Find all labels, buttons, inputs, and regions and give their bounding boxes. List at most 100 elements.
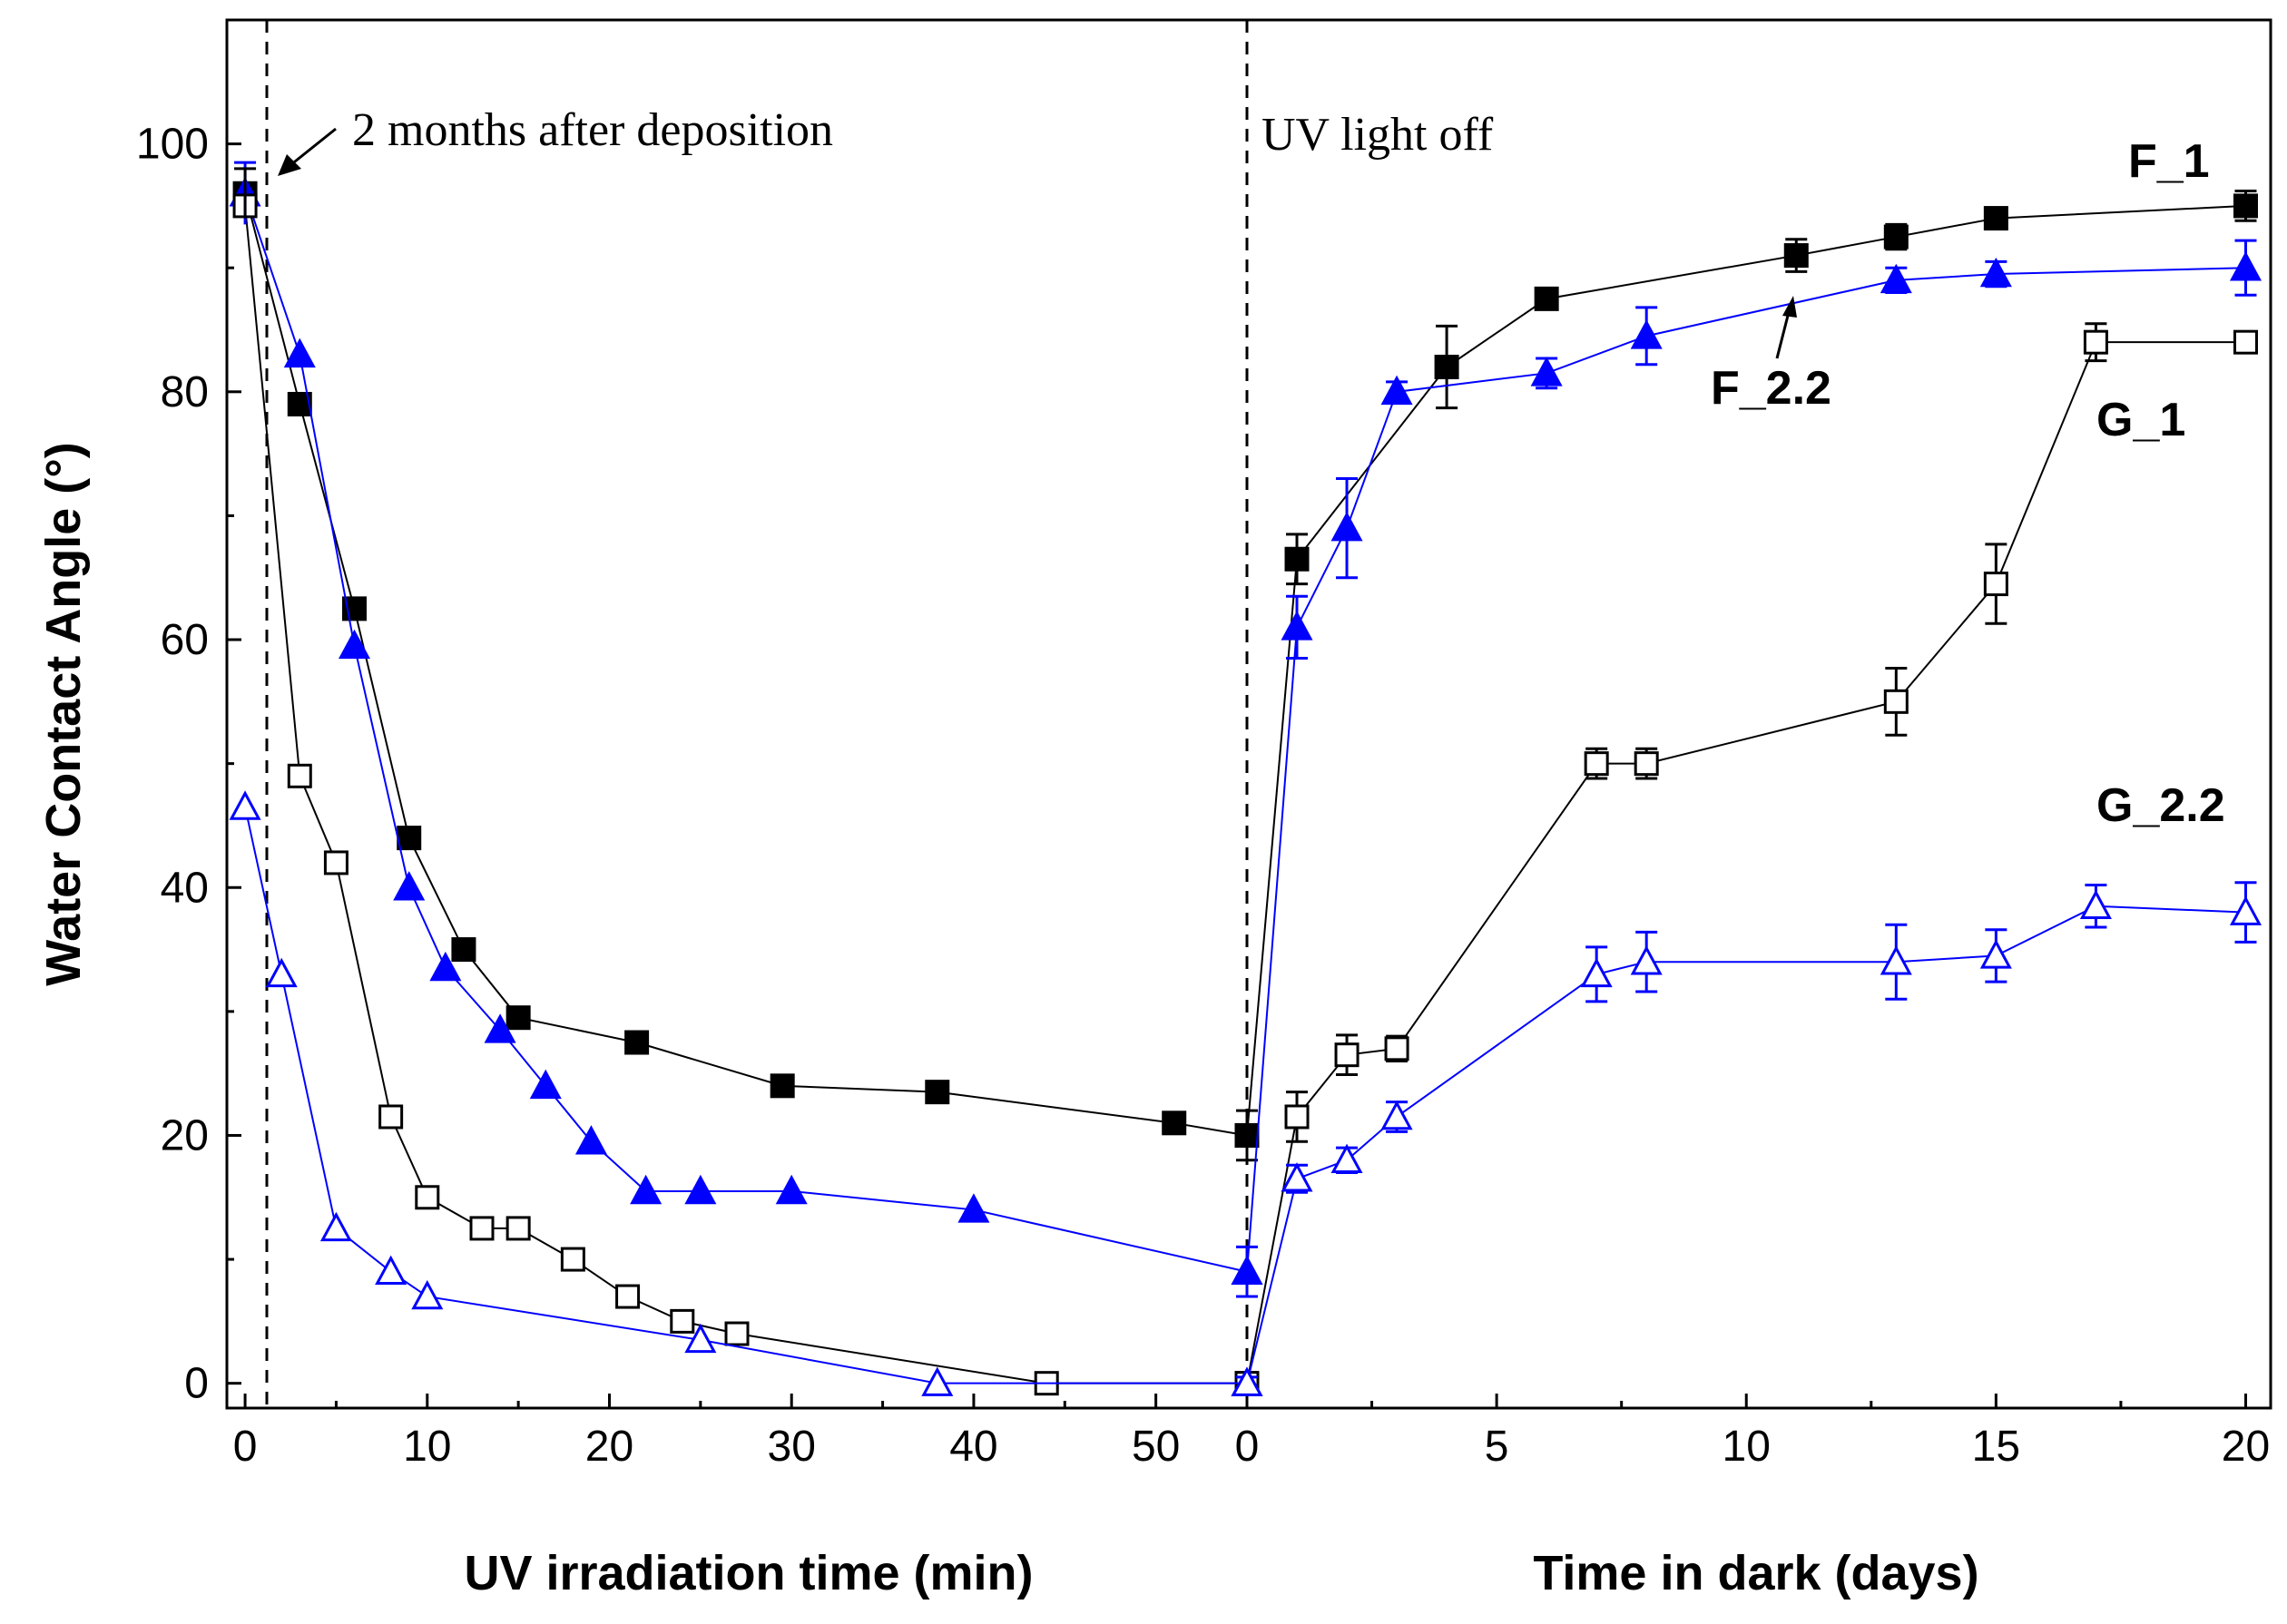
x-axis-title-uv: UV irradiation time (min) (464, 1546, 1033, 1600)
plot-frame (225, 18, 2272, 1410)
marker-F_2.2 (1231, 1255, 1263, 1285)
x-tick-label: 30 (768, 1423, 816, 1471)
marker-G_2.2 (265, 957, 298, 988)
marker-F_1 (451, 937, 476, 963)
marker-F_1 (1534, 286, 1559, 311)
marker-G_2.2 (1630, 945, 1663, 975)
x-tick-label: 0 (1235, 1423, 1260, 1471)
x-tick-label: 20 (585, 1423, 633, 1471)
marker-G_1 (2233, 329, 2258, 355)
marker-G_2.2 (1880, 945, 1912, 975)
marker-G_1 (615, 1284, 641, 1309)
marker-F_2.2 (957, 1193, 990, 1223)
marker-G_1 (1883, 689, 1909, 714)
marker-F_1 (1284, 546, 1310, 572)
marker-F_2.2 (684, 1174, 717, 1205)
marker-F_1 (1883, 224, 1909, 249)
marker-F_2.2 (429, 951, 462, 982)
marker-G_2.2 (2229, 895, 2262, 925)
marker-F_1 (925, 1080, 950, 1105)
marker-G_2.2 (1580, 957, 1613, 988)
marker-F_1 (2233, 193, 2258, 219)
tick-layer: 0 20 40 60 80 100 0 10 20 30 40 50 0 5 10 15 20 (136, 121, 2270, 1471)
line-dark-G_1 (1246, 341, 2246, 1384)
marker-G_2.2 (375, 1255, 407, 1285)
x-tick-label: 5 (1485, 1423, 1509, 1471)
marker-G_2.2 (921, 1366, 954, 1396)
marker-G_1 (1634, 751, 1659, 777)
marker-G_1 (505, 1216, 531, 1241)
marker-G_1 (560, 1247, 585, 1272)
marker-G_2.2 (1979, 939, 2012, 969)
marker-F_2.2 (1530, 357, 1563, 386)
marker-F_1 (1434, 355, 1459, 379)
marker-F_2.2 (1281, 611, 1313, 641)
marker-F_1 (1162, 1110, 1187, 1136)
marker-F_2.2 (630, 1174, 663, 1205)
annotation-deposition: 2 months after deposition (352, 104, 833, 156)
line-dark-G_2.2 (1246, 905, 2246, 1384)
x-tick-label: 10 (403, 1423, 451, 1471)
x-axis-title-dark: Time in dark (days) (1533, 1546, 1978, 1600)
marker-G_2.2 (1231, 1366, 1263, 1396)
initial-errorbars (234, 161, 257, 225)
marker-G_2.2 (684, 1323, 717, 1354)
marker-F_2.2 (574, 1125, 607, 1155)
marker-F_1 (1783, 243, 1809, 269)
x-tick-label: 0 (233, 1423, 258, 1471)
marker-F_2.2 (338, 629, 371, 660)
marker-G_1 (378, 1104, 404, 1130)
line-dark-F_1 (1246, 204, 2246, 1136)
y-tick-label: 40 (161, 864, 209, 912)
marker-F_1 (397, 826, 422, 851)
marker-F_2.2 (1880, 263, 1912, 294)
marker-G_2.2 (2079, 889, 2112, 919)
marker-G_2.2 (229, 790, 261, 820)
annotation-uv-off: UV light off (1261, 109, 1494, 161)
marker-F_2.2 (1380, 375, 1413, 406)
y-tick-label: 20 (161, 1111, 209, 1159)
marker-F_1 (1983, 206, 2008, 231)
x-tick-label: 20 (2222, 1423, 2270, 1471)
marker-G_1 (1584, 751, 1609, 777)
annotation-deposition-arrowhead (278, 154, 301, 176)
marker-G_2.2 (411, 1279, 444, 1310)
marker-G_1 (1983, 572, 2008, 597)
marker-G_1 (469, 1216, 495, 1241)
line-uv-G_1 (244, 205, 1247, 1384)
marker-G_1 (323, 850, 348, 876)
label-f22: F_2.2 (1711, 362, 1831, 415)
marker-G_1 (1384, 1036, 1409, 1061)
marker-F_2.2 (2229, 251, 2262, 281)
label-f22-arrow (1775, 308, 1791, 359)
marker-F_2.2 (1630, 319, 1663, 349)
series-F_1 (232, 181, 2258, 1162)
series-layer (229, 161, 2262, 1396)
y-tick-label: 80 (161, 368, 209, 416)
marker-F_2.2 (1330, 511, 1363, 542)
marker-F_2.2 (1979, 257, 2012, 288)
marker-F_1 (1234, 1122, 1260, 1148)
marker-F_2.2 (283, 338, 316, 368)
line-uv-G_2.2 (244, 807, 1247, 1384)
marker-F_2.2 (529, 1069, 562, 1100)
marker-G_1 (1334, 1042, 1359, 1068)
label-f1: F_1 (2128, 135, 2210, 188)
marker-G_1 (415, 1185, 440, 1210)
marker-F_1 (770, 1073, 795, 1099)
y-axis-title: Water Contact Angle (°) (36, 442, 91, 986)
x-tick-label: 50 (1132, 1423, 1180, 1471)
marker-F_2.2 (775, 1174, 808, 1205)
marker-G_2.2 (1380, 1100, 1413, 1130)
marker-G_1 (2083, 329, 2108, 355)
marker-G_2.2 (1281, 1162, 1313, 1192)
marker-F_1 (505, 1005, 531, 1031)
x-tick-label: 40 (949, 1423, 997, 1471)
marker-G_1 (1284, 1104, 1310, 1130)
series-G_2.2 (229, 790, 2262, 1396)
marker-F_2.2 (393, 871, 426, 901)
marker-G_1 (670, 1308, 695, 1334)
marker-F_1 (624, 1030, 650, 1055)
y-tick-label: 100 (136, 121, 209, 169)
